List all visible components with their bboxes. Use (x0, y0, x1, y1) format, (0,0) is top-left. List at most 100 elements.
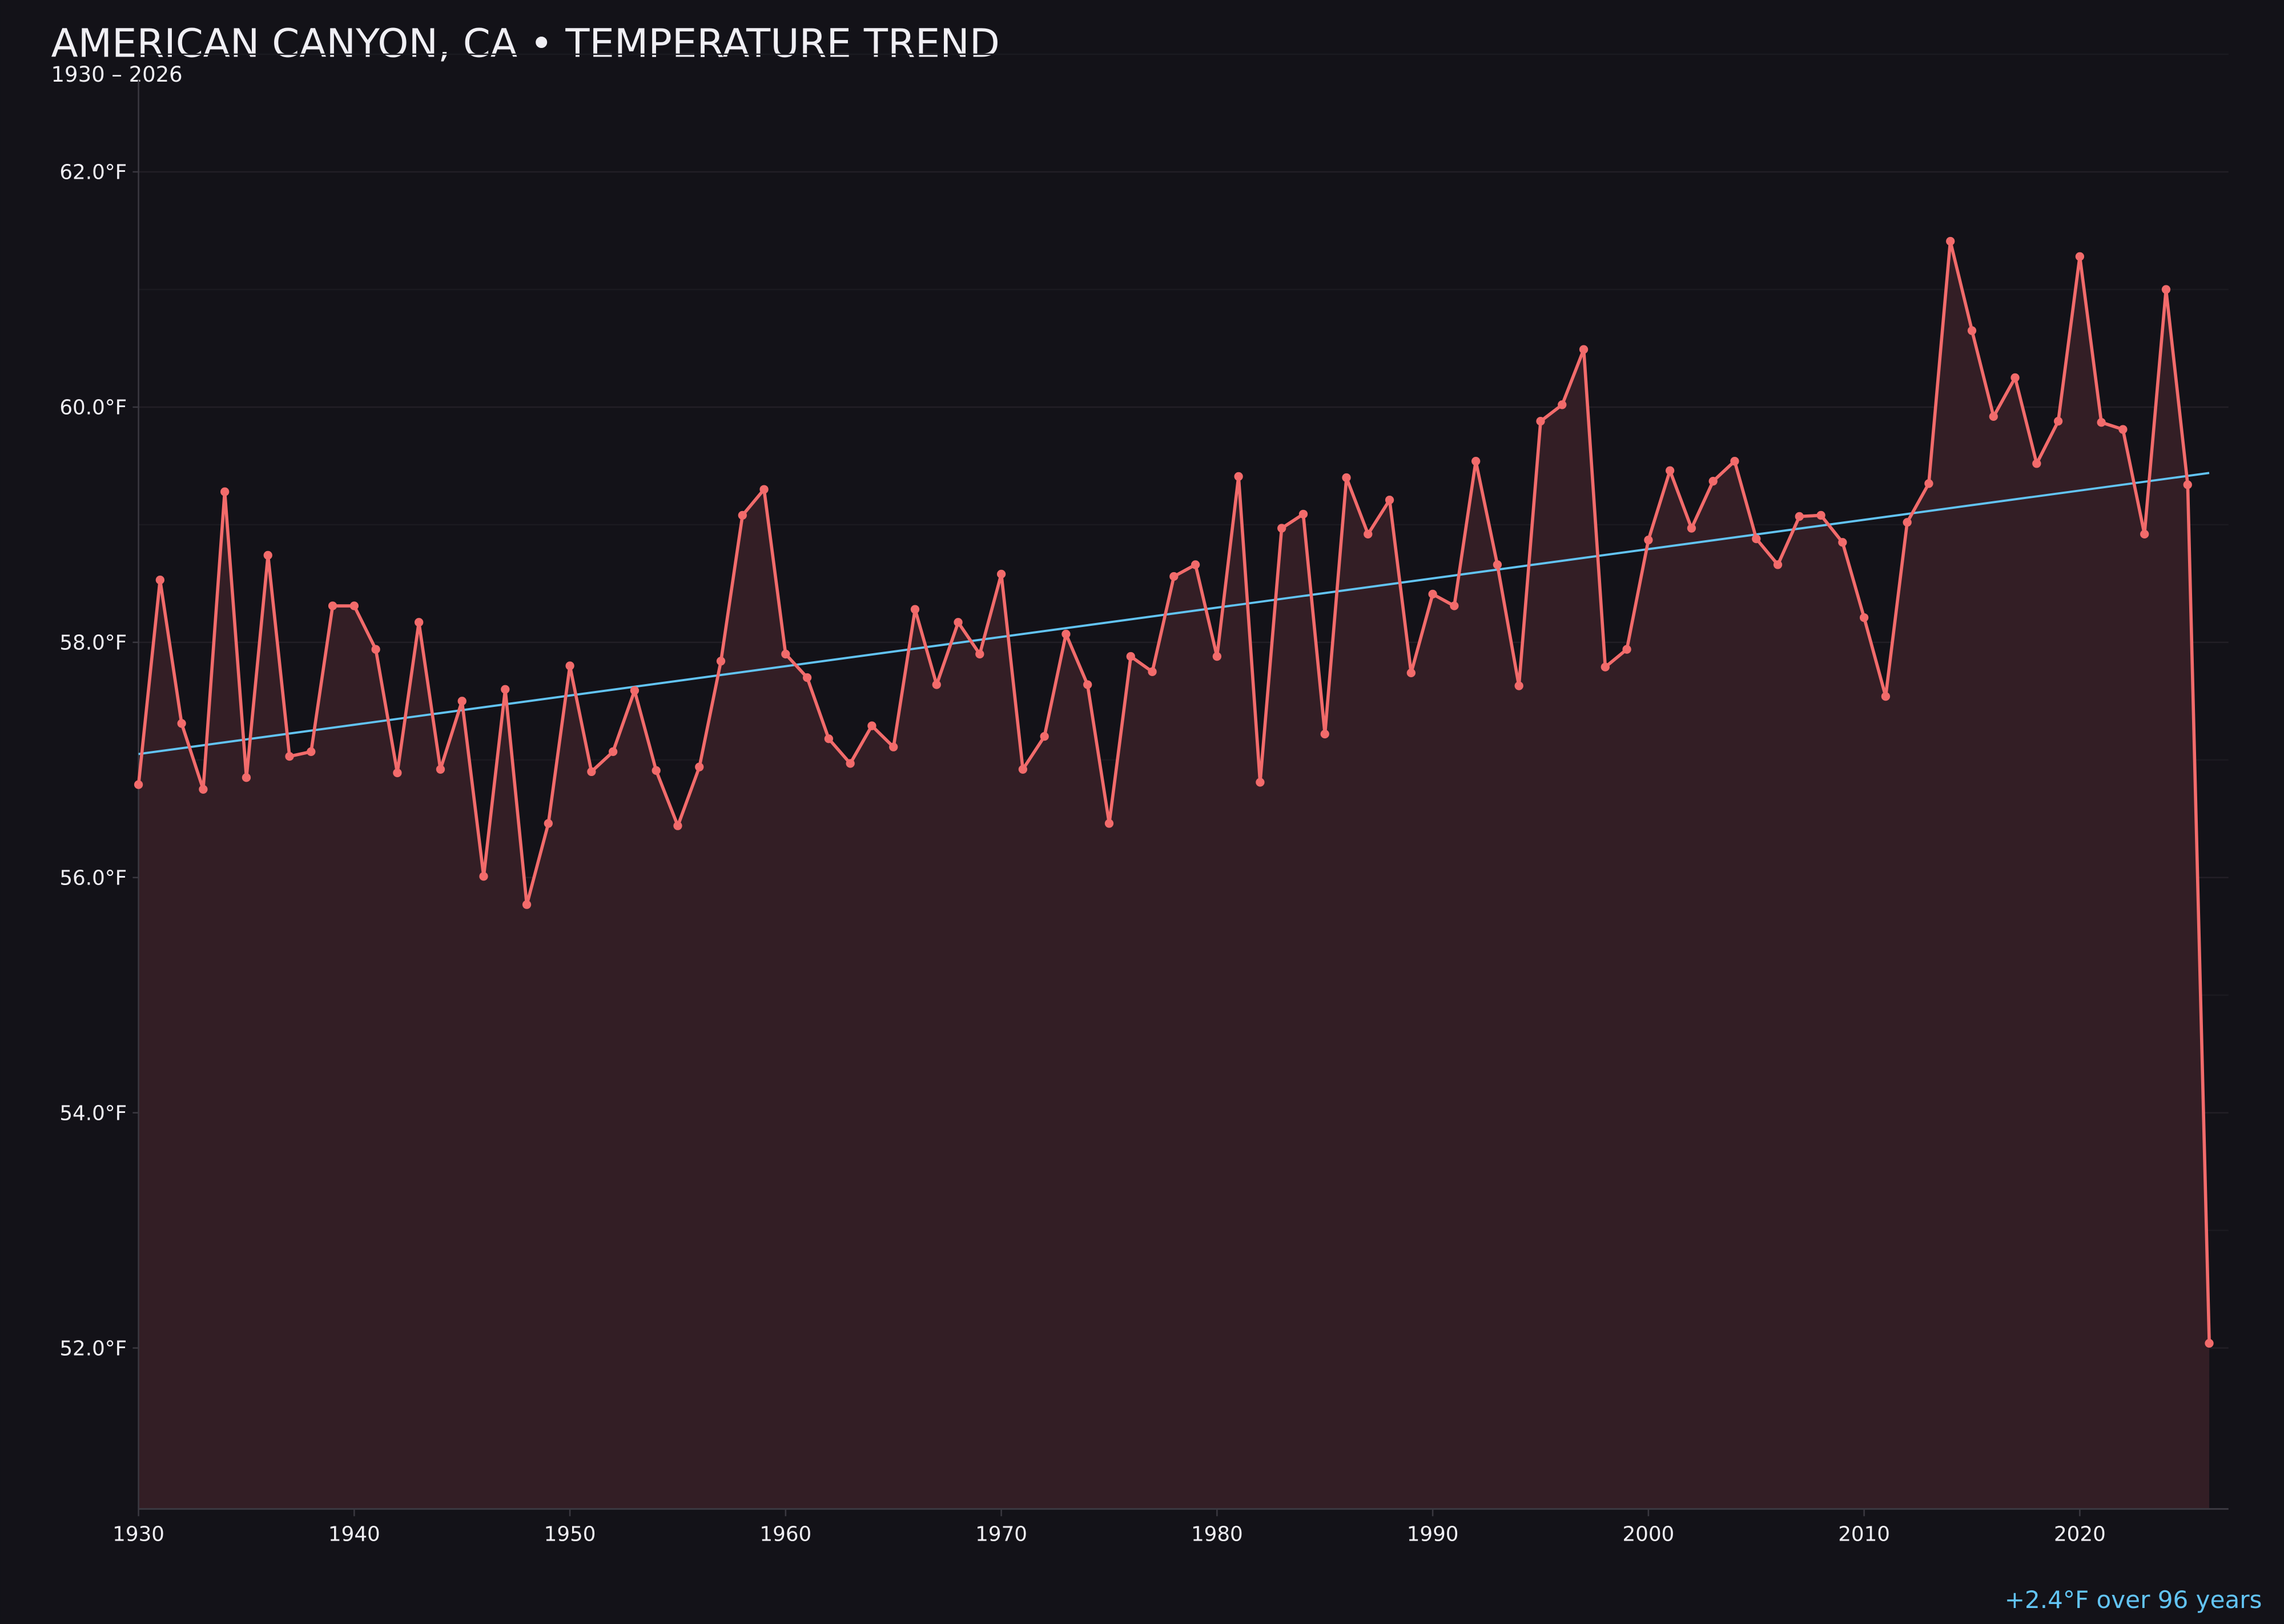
data-point (1406, 668, 1416, 678)
data-point (1493, 560, 1502, 569)
data-point (393, 768, 402, 778)
data-point (1881, 692, 1891, 701)
data-point (716, 657, 726, 666)
data-point (1212, 652, 1222, 661)
data-point (436, 765, 445, 774)
data-point (1579, 345, 1589, 354)
x-tick-label: 1970 (975, 1523, 1027, 1546)
data-point (1924, 479, 1933, 488)
data-point (220, 487, 230, 496)
data-point (2075, 252, 2085, 261)
y-tick-label: 56.0°F (59, 867, 127, 890)
data-point (1795, 512, 1804, 521)
data-point (1708, 477, 1718, 486)
data-point (1558, 400, 1567, 409)
data-point (155, 576, 165, 585)
data-point (1601, 662, 1610, 672)
x-tick-label: 1960 (759, 1523, 811, 1546)
data-point (263, 550, 272, 560)
data-point (1903, 518, 1912, 527)
x-tick-label: 1980 (1191, 1523, 1243, 1546)
x-tick-label: 2000 (1622, 1523, 1674, 1546)
data-point (1730, 457, 1739, 466)
data-point (738, 510, 747, 520)
data-point (479, 872, 488, 881)
data-point (673, 821, 682, 830)
y-tick-label: 52.0°F (59, 1337, 127, 1360)
data-point (1989, 412, 1998, 421)
data-point (910, 605, 920, 614)
data-point (1126, 652, 1135, 661)
data-point (544, 819, 553, 828)
data-point (1083, 680, 1092, 689)
data-point (695, 762, 704, 771)
data-point (1644, 536, 1653, 545)
data-point (2053, 416, 2063, 426)
data-point (802, 673, 812, 682)
data-point (1320, 729, 1329, 739)
x-tick-label: 2020 (2054, 1523, 2106, 1546)
chart-subtitle: 1930 – 2026 (51, 62, 183, 87)
data-point (522, 900, 532, 909)
data-point (1665, 466, 1675, 475)
data-point (1514, 681, 1523, 690)
x-tick-label: 2010 (1838, 1523, 1890, 1546)
data-point (889, 742, 898, 751)
data-point (371, 645, 380, 654)
data-point (1298, 509, 1308, 518)
data-points (134, 236, 2214, 1348)
data-point (954, 618, 963, 627)
trend-annotation: +2.4°F over 96 years (2005, 1586, 2262, 1614)
data-point (199, 785, 208, 794)
data-point (1018, 765, 1028, 774)
x-axis-ticks: 1930 1940 1950 1960 1970 1980 1990 2000 2010 2020 (112, 1509, 2106, 1546)
data-point (1450, 601, 1459, 610)
data-point (134, 780, 143, 789)
data-point (1104, 819, 1114, 828)
data-point (1234, 472, 1243, 481)
data-point (349, 601, 359, 610)
data-point (2140, 529, 2149, 539)
data-point (1859, 613, 1869, 622)
y-tick-label: 60.0°F (59, 396, 127, 420)
data-point (328, 601, 337, 610)
data-point (1946, 236, 1955, 246)
x-tick-label: 1950 (544, 1523, 596, 1546)
data-point (177, 719, 186, 728)
data-point (2097, 418, 2106, 427)
data-point (1256, 778, 1265, 787)
data-point (652, 766, 661, 775)
data-point (608, 747, 618, 757)
x-tick-label: 1990 (1407, 1523, 1459, 1546)
data-point (1773, 560, 1783, 569)
data-point (1385, 495, 1394, 505)
data-point (975, 649, 984, 659)
data-point (1536, 416, 1545, 426)
y-axis-ticks: 52.0°F 54.0°F 56.0°F 58.0°F 60.0°F 62.0°F (59, 161, 139, 1360)
data-point (1428, 589, 1437, 599)
data-point (2161, 285, 2171, 294)
data-point (1816, 510, 1825, 520)
data-point (1471, 457, 1481, 466)
data-point (1277, 524, 1286, 533)
data-point (307, 747, 316, 757)
y-tick-label: 62.0°F (59, 161, 127, 184)
data-point (1169, 572, 1179, 581)
data-point (415, 618, 424, 627)
trend-line (138, 472, 2210, 755)
x-tick-label: 1930 (112, 1523, 164, 1546)
data-point (932, 680, 941, 689)
y-tick-label: 58.0°F (59, 632, 127, 655)
data-point (824, 734, 834, 743)
data-point (1967, 326, 1977, 335)
data-point (1040, 731, 1049, 741)
data-point (2032, 459, 2041, 468)
data-point (1687, 524, 1696, 533)
data-point (242, 773, 251, 782)
data-point (867, 721, 876, 730)
data-point (846, 759, 855, 768)
data-point (759, 485, 769, 494)
data-point (1191, 560, 1200, 569)
data-point (2205, 1338, 2214, 1348)
